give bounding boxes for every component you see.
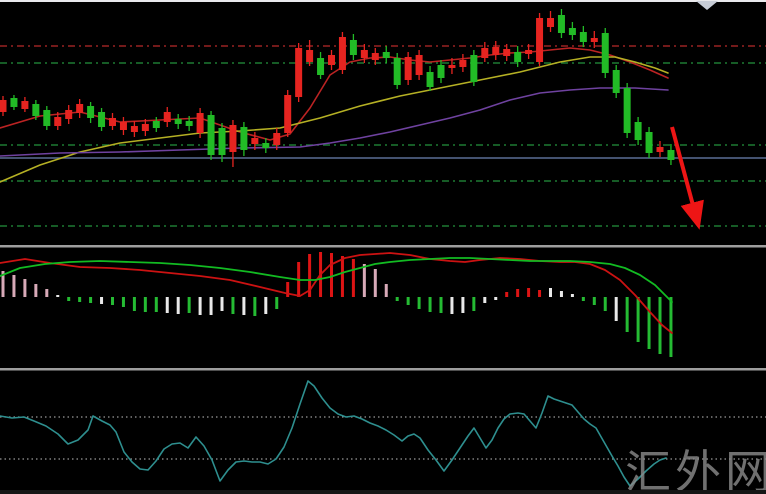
window-top-edge [0, 0, 766, 2]
panel-resize-divider-1[interactable] [0, 245, 766, 248]
sell-signal-arrow[interactable] [670, 126, 704, 230]
panel-resize-divider-2[interactable] [0, 368, 766, 371]
watermark-text: 汇外网 [625, 445, 766, 494]
macd-indicator-panel[interactable] [0, 252, 673, 357]
oscillator-indicator-panel[interactable] [0, 380, 766, 487]
main-price-panel[interactable] [0, 9, 766, 227]
chart-shift-marker[interactable] [696, 1, 718, 10]
window-bottom-edge [0, 490, 766, 494]
